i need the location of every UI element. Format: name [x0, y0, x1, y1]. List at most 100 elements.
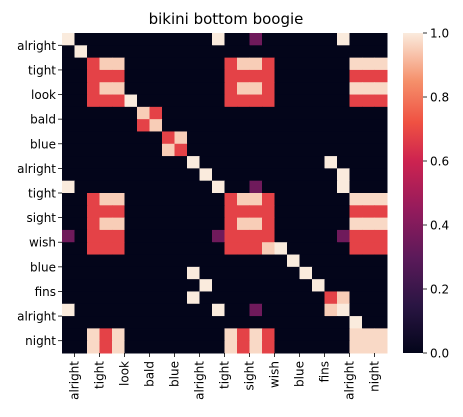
heatmap-cell: [149, 303, 163, 317]
heatmap-cell: [74, 316, 88, 329]
heatmap-cell: [362, 156, 375, 169]
heatmap-cell: [212, 340, 225, 354]
heatmap-cell: [162, 94, 175, 108]
y-tick-label: sight: [26, 211, 56, 225]
heatmap-cell: [274, 45, 288, 59]
heatmap-cell: [162, 143, 175, 157]
heatmap-cell: [262, 180, 275, 194]
heatmap-cell: [312, 33, 325, 46]
heatmap-cell: [124, 156, 138, 169]
heatmap-cell: [237, 242, 250, 256]
heatmap-cell: [74, 217, 88, 231]
heatmap-cell: [212, 316, 225, 329]
heatmap-cell: [149, 266, 163, 280]
heatmap-cell: [274, 82, 288, 96]
heatmap-cell: [149, 328, 163, 342]
heatmap-cell: [212, 205, 225, 219]
heatmap-cell: [112, 33, 125, 46]
heatmap-cell: [199, 57, 213, 71]
heatmap-cell: [137, 168, 150, 182]
heatmap-cell: [324, 340, 338, 354]
x-tick-label: wish: [268, 361, 282, 388]
heatmap-cell: [237, 94, 250, 108]
heatmap-cell: [124, 279, 138, 292]
heatmap-cell: [199, 229, 213, 243]
heatmap-cell: [299, 254, 313, 268]
heatmap-cell: [74, 266, 88, 280]
heatmap-cell: [312, 316, 325, 329]
heatmap-cell: [237, 119, 250, 132]
heatmap-cell: [62, 156, 75, 169]
heatmap-cell: [199, 340, 213, 354]
heatmap-cell: [374, 168, 388, 182]
heatmap-cell: [362, 303, 375, 317]
heatmap-cell: [149, 205, 163, 219]
heatmap-cell: [212, 168, 225, 182]
heatmap-cell: [374, 180, 388, 194]
heatmap-cell: [212, 291, 225, 305]
heatmap-cell: [99, 254, 113, 268]
heatmap-cell: [112, 168, 125, 182]
heatmap-cell: [187, 266, 200, 280]
heatmap-cell: [212, 193, 225, 206]
heatmap-cell: [162, 106, 175, 120]
heatmap-cell: [99, 131, 113, 145]
heatmap-cell: [262, 291, 275, 305]
heatmap-cell: [174, 82, 188, 96]
heatmap-cell: [99, 193, 113, 206]
heatmap-cell: [237, 328, 250, 342]
heatmap-cell: [112, 180, 125, 194]
heatmap-cell: [249, 33, 263, 46]
heatmap-cell: [212, 328, 225, 342]
heatmap-cell: [74, 229, 88, 243]
heatmap-cell: [187, 156, 200, 169]
x-tick-label: tight: [218, 361, 232, 389]
heatmap-cell: [87, 316, 100, 329]
heatmap-cell: [224, 69, 238, 83]
heatmap-cell: [362, 180, 375, 194]
heatmap-cell: [212, 131, 225, 145]
heatmap-cell: [324, 242, 338, 256]
heatmap-cell: [274, 217, 288, 231]
y-tick-label: alright: [17, 39, 56, 53]
heatmap-cell: [137, 156, 150, 169]
heatmap-cell: [62, 143, 75, 157]
heatmap-cell: [174, 340, 188, 354]
heatmap-cell: [199, 45, 213, 59]
heatmap-cell: [137, 340, 150, 354]
heatmap-cell: [74, 168, 88, 182]
heatmap-cell: [162, 254, 175, 268]
heatmap-cell: [237, 205, 250, 219]
heatmap-cell: [337, 279, 350, 292]
heatmap-cell: [149, 106, 163, 120]
heatmap-cell: [112, 45, 125, 59]
heatmap-cell: [299, 229, 313, 243]
heatmap-cell: [187, 57, 200, 71]
heatmap-cell: [199, 131, 213, 145]
heatmap-cell: [199, 180, 213, 194]
heatmap-cell: [87, 57, 100, 71]
colorbar-tick-label: 0.2: [430, 283, 449, 297]
heatmap-cell: [74, 279, 88, 292]
heatmap-cell: [87, 119, 100, 132]
heatmap-cell: [112, 131, 125, 145]
heatmap-cell: [99, 340, 113, 354]
heatmap-cell: [274, 242, 288, 256]
heatmap-cell: [99, 106, 113, 120]
heatmap-cell: [162, 180, 175, 194]
heatmap-cell: [137, 57, 150, 71]
heatmap-cell: [199, 303, 213, 317]
heatmap-cell: [274, 303, 288, 317]
heatmap-cell: [324, 45, 338, 59]
heatmap-cell: [299, 33, 313, 46]
heatmap-cell: [112, 69, 125, 83]
heatmap-cell: [62, 217, 75, 231]
heatmap-cell: [62, 180, 75, 194]
heatmap-cell: [362, 340, 375, 354]
heatmap-cell: [162, 229, 175, 243]
heatmap-cell: [287, 94, 300, 108]
heatmap-cell: [274, 106, 288, 120]
heatmap-cell: [124, 328, 138, 342]
heatmap-cell: [199, 242, 213, 256]
heatmap-cell: [87, 45, 100, 59]
